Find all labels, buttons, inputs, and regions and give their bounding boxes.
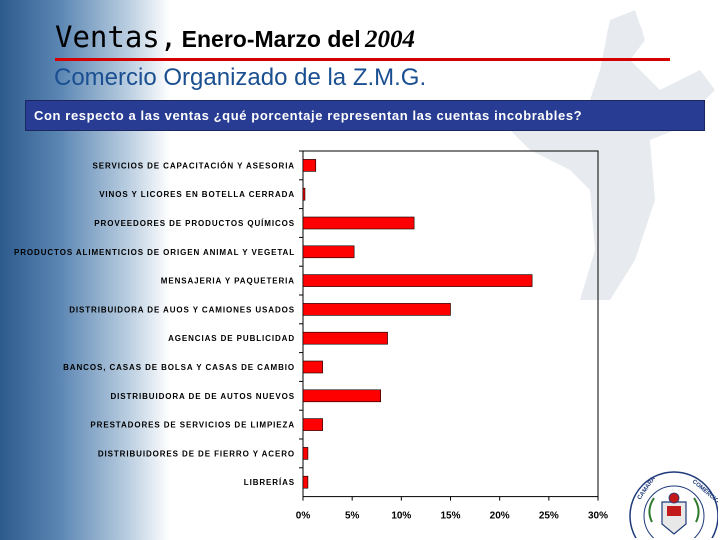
category-label: DISTRIBUIDORA DE AUOS Y CAMIONES USADOS	[69, 305, 295, 314]
bar-chart: SERVICIOS DE CAPACITACIÓN Y ASESORIA VINO…	[14, 150, 608, 522]
x-tick-label: 30%	[588, 511, 608, 522]
category-label: VINOS Y LICORES EN BOTELLA CERRADA	[99, 190, 295, 199]
x-tick-label: 15%	[440, 511, 460, 522]
bar	[302, 360, 323, 374]
bar	[302, 274, 533, 287]
title-period: Enero-Marzo del	[181, 26, 361, 52]
category-label: PRODUCTOS ALIMENTICIOS DE ORIGEN ANIMAL …	[14, 248, 295, 257]
bar	[302, 447, 309, 460]
x-tick-label: 5%	[345, 511, 360, 522]
bar	[302, 475, 309, 489]
category-label: PROVEEDORES DE PRODUCTOS QUÍMICOS	[94, 219, 295, 228]
x-tick-label: 25%	[539, 511, 559, 522]
category-label: DISTRIBUIDORA DE DE AUTOS NUEVOS	[110, 392, 295, 401]
plot-area-border	[302, 150, 599, 498]
category-label: BANCOS, CASAS DE BOLSA Y CASAS DE CAMBIO	[63, 363, 295, 372]
side-gradient-decor	[0, 0, 170, 540]
bar	[302, 303, 451, 316]
category-label: AGENCIAS DE PUBLICIDAD	[168, 334, 295, 343]
title-divider	[55, 58, 670, 61]
category-label: PRESTADORES DE SERVICIOS DE LIMPIEZA	[90, 421, 295, 430]
x-tick-label: 20%	[490, 511, 510, 522]
title-ventas: Ventas,	[55, 20, 178, 54]
page-title: Ventas, Enero-Marzo del 2004	[55, 20, 415, 54]
question-banner: Con respecto a las ventas ¿qué porcentaj…	[25, 100, 705, 131]
page-subtitle: Comercio Organizado de la Z.M.G.	[54, 64, 427, 91]
question-text: Con respecto a las ventas ¿qué porcentaj…	[34, 108, 583, 123]
bar	[302, 216, 415, 230]
category-label: MENSAJERIA Y PAQUETERIA	[161, 277, 295, 286]
x-tick-label: 0%	[296, 511, 311, 522]
bar	[302, 159, 317, 172]
bar	[302, 245, 355, 259]
bar	[302, 389, 381, 403]
statue-watermark-icon	[500, 10, 715, 300]
x-tick-label: 10%	[391, 511, 411, 522]
title-year: 2004	[365, 26, 416, 53]
bar	[302, 331, 388, 345]
category-label: LIBRERÍAS	[244, 478, 295, 487]
chamber-seal-icon: CAMARA COMERCIO	[629, 471, 718, 538]
category-label: SERVICIOS DE CAPACITACIÓN Y ASESORIA	[92, 161, 295, 170]
category-label: DISTRIBUIDORES DE DE FIERRO Y ACERO	[98, 449, 295, 458]
bar	[302, 418, 323, 431]
bar	[302, 187, 306, 201]
